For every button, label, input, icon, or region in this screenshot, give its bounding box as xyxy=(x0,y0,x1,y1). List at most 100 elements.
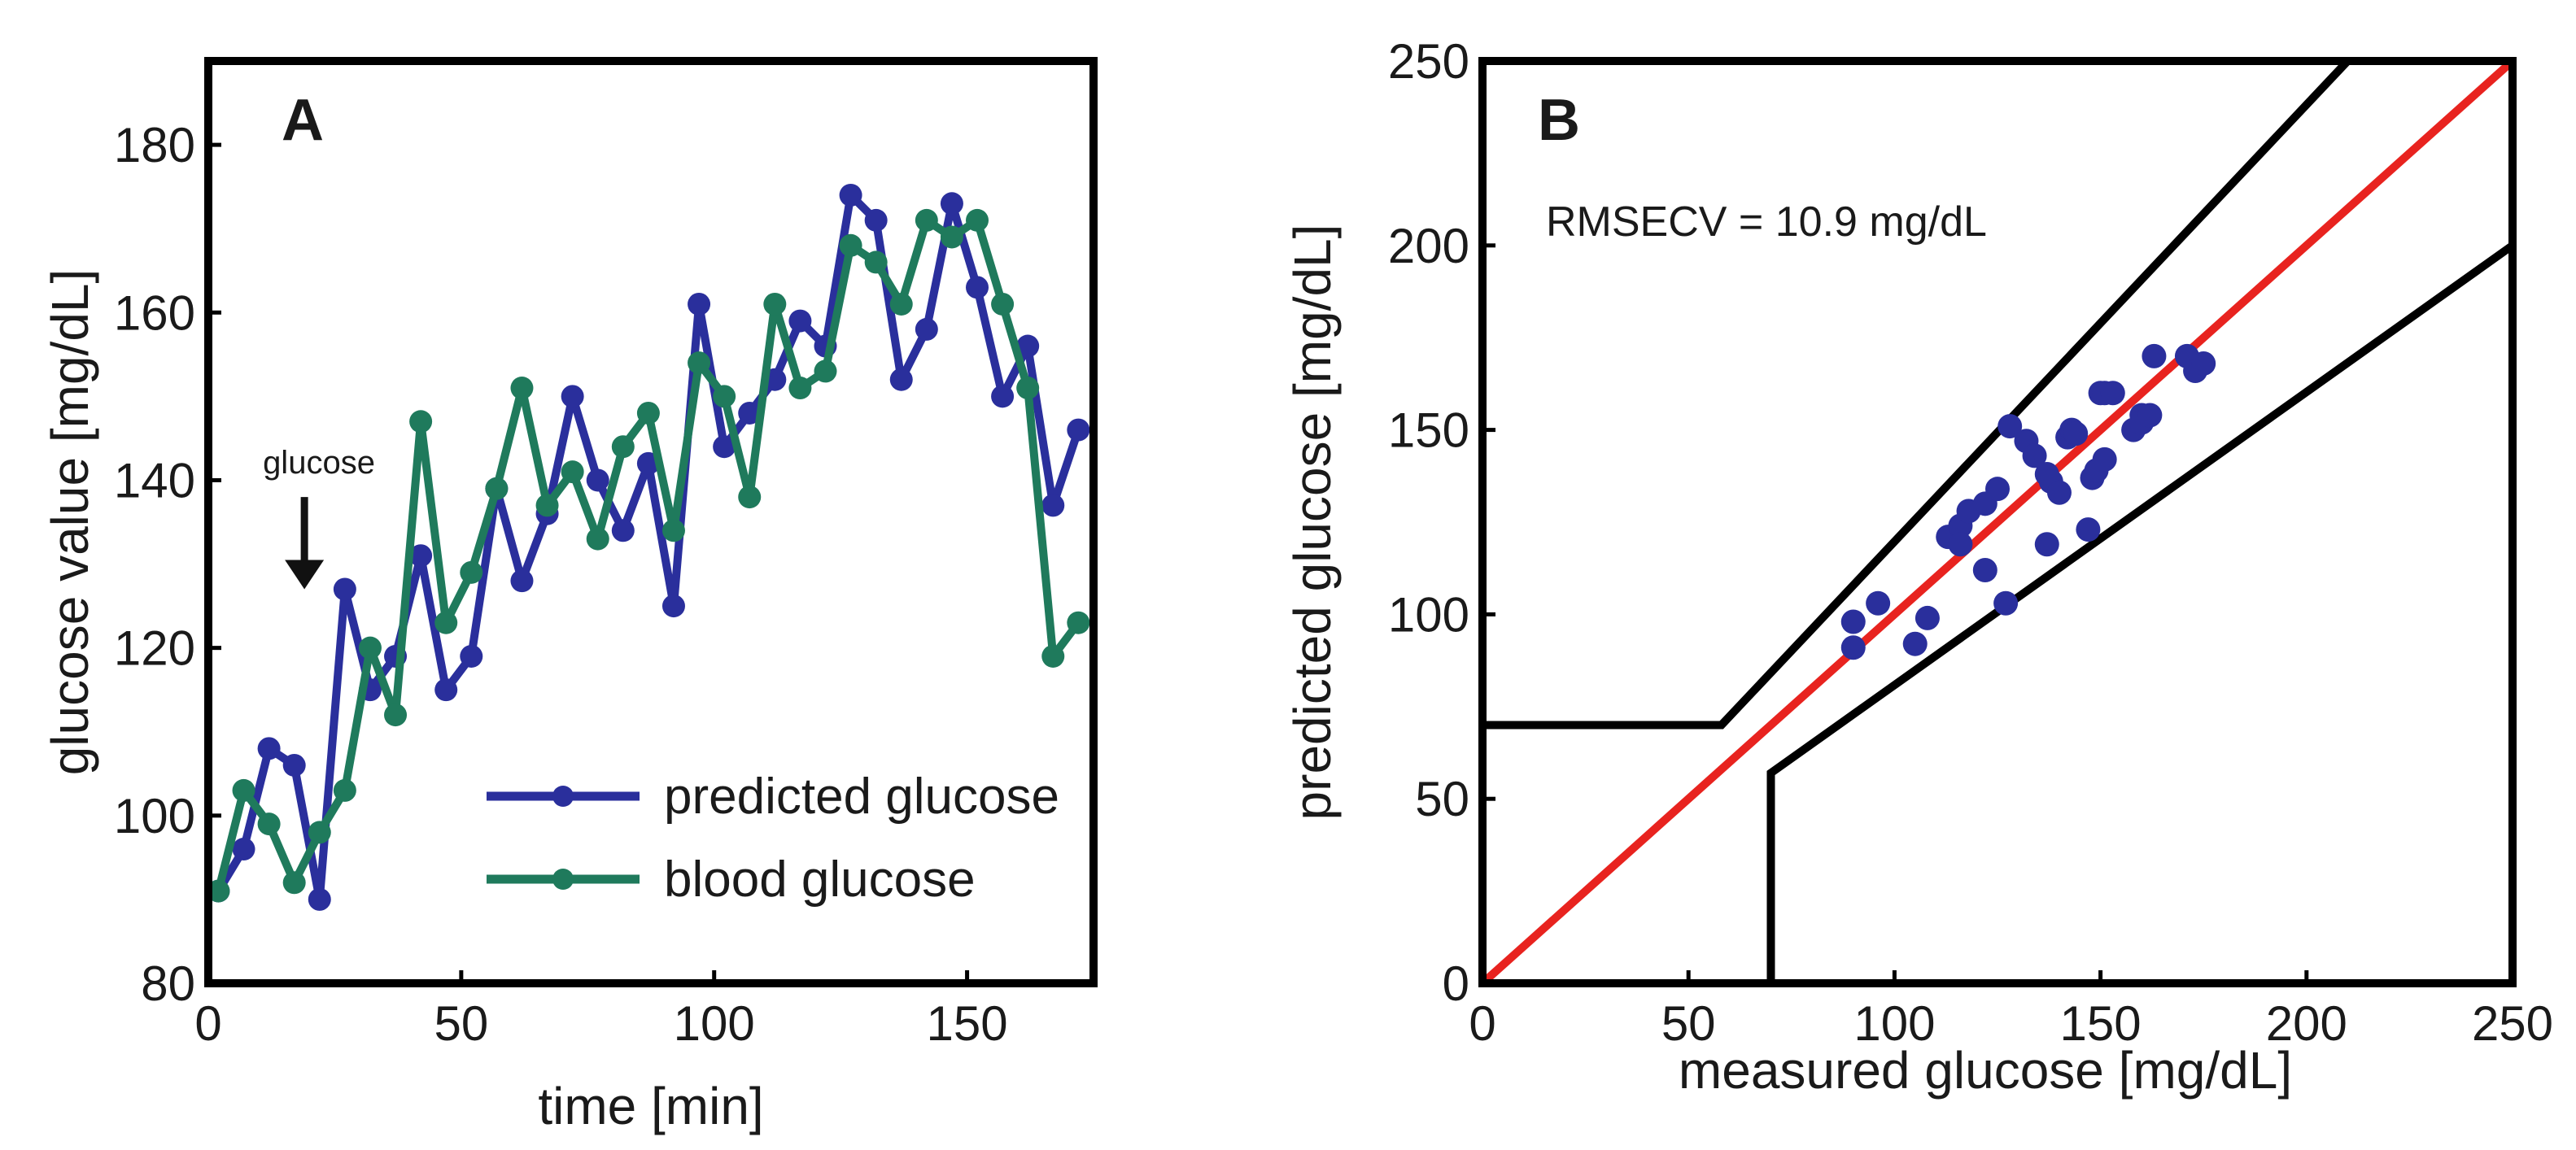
scatter-point xyxy=(1840,635,1866,660)
panel-a-data xyxy=(208,183,1090,911)
series-point-predicted-glucose xyxy=(966,276,989,299)
series-point-blood-glucose xyxy=(409,410,433,433)
series-point-predicted-glucose xyxy=(434,678,458,702)
panel-b-x-tick-label: 250 xyxy=(2472,996,2553,1051)
series-point-predicted-glucose xyxy=(282,753,306,777)
lower-boundary-line xyxy=(1766,242,2513,983)
panel-b-y-tick-label: 100 xyxy=(1388,587,1469,642)
panel-a-y-tick-label: 120 xyxy=(114,621,195,676)
legend-marker-blood xyxy=(552,869,574,890)
series-point-predicted-glucose xyxy=(991,385,1015,408)
identity-line xyxy=(1482,61,2513,983)
series-point-predicted-glucose xyxy=(688,292,711,316)
scatter-point xyxy=(2092,446,2117,472)
scatter-point xyxy=(2142,343,2167,368)
rmsecv-annotation: RMSECV = 10.9 mg/dL xyxy=(1546,198,1987,246)
series-point-blood-glucose xyxy=(208,879,230,903)
scatter-point xyxy=(1997,414,2023,439)
scatter-point xyxy=(1972,557,1997,582)
series-point-blood-glucose xyxy=(1016,377,1040,400)
series-point-predicted-glucose xyxy=(1067,418,1090,442)
scatter-point xyxy=(2100,381,2125,406)
scatter-point xyxy=(1915,605,1940,630)
series-point-blood-glucose xyxy=(915,208,938,232)
panel-a-ticks: 0 50 100 150 80 100 120 140 160 180 xyxy=(114,118,1008,1051)
series-point-blood-glucose xyxy=(485,477,509,500)
series-point-blood-glucose xyxy=(940,225,963,249)
scatter-point xyxy=(1985,477,2010,502)
series-point-blood-glucose xyxy=(1041,644,1065,668)
panel-a-y-tick-label: 140 xyxy=(114,453,195,507)
scatter-point xyxy=(2022,443,2047,468)
panel-b-x-axis-label: measured glucose [mg/dL] xyxy=(1679,1041,2292,1100)
panel-b-data xyxy=(1482,61,2513,983)
panel-b-y-tick-label: 0 xyxy=(1443,956,1469,1011)
series-point-predicted-glucose xyxy=(915,317,938,341)
series-point-blood-glucose xyxy=(333,778,356,802)
series-point-blood-glucose xyxy=(688,351,711,375)
series-point-blood-glucose xyxy=(661,519,685,542)
panel-a-y-tick-label: 180 xyxy=(114,118,195,172)
panel-b-y-tick-label: 50 xyxy=(1415,772,1469,826)
series-point-blood-glucose xyxy=(763,292,787,316)
scatter-point xyxy=(1866,590,1891,616)
series-point-predicted-glucose xyxy=(1041,494,1065,517)
series-point-blood-glucose xyxy=(814,359,837,383)
panel-b-ticks: 0 50 100 150 200 250 0 50 100 150 200 250 xyxy=(1388,34,2553,1051)
panel-a-y-axis-label: glucose value [mg/dL] xyxy=(41,269,99,776)
panel-a-x-tick-label: 100 xyxy=(674,996,755,1051)
panel-b-y-tick-label: 250 xyxy=(1388,34,1469,89)
scatter-point xyxy=(1993,590,2019,616)
series-point-predicted-glucose xyxy=(308,887,331,911)
panel-b-y-tick-label: 150 xyxy=(1388,403,1469,458)
panel-b-x-tick-label: 150 xyxy=(2060,996,2142,1051)
legend-marker-predicted xyxy=(552,786,574,807)
series-point-predicted-glucose xyxy=(510,569,534,593)
series-point-predicted-glucose xyxy=(586,468,609,492)
series-point-blood-glucose xyxy=(434,611,458,634)
glucose-annotation-label: glucose xyxy=(263,445,375,481)
series-point-predicted-glucose xyxy=(864,208,888,232)
series-point-blood-glucose xyxy=(308,821,331,844)
panel-a-x-tick-label: 50 xyxy=(434,996,488,1051)
series-point-blood-glucose xyxy=(384,704,408,727)
panel-a-x-tick-label: 150 xyxy=(927,996,1008,1051)
panel-a-x-axis-label: time [min] xyxy=(538,1077,763,1135)
scatter-point xyxy=(1948,532,1973,557)
panel-b-y-tick-label: 200 xyxy=(1388,219,1469,273)
scatter-point xyxy=(1840,609,1866,634)
series-point-blood-glucose xyxy=(257,812,281,836)
series-point-predicted-glucose xyxy=(889,368,913,391)
series-point-blood-glucose xyxy=(713,385,736,408)
upper-boundary-line xyxy=(1482,61,2351,730)
series-point-predicted-glucose xyxy=(409,544,433,568)
panel-b-x-tick-label: 100 xyxy=(1853,996,1935,1051)
legend-entry-predicted: predicted glucose xyxy=(487,769,1059,825)
series-point-predicted-glucose xyxy=(788,309,812,333)
series-point-blood-glucose xyxy=(358,636,382,660)
glucose-arrow-head xyxy=(285,560,325,590)
panel-a-legend: predicted glucose blood glucose xyxy=(487,769,1059,908)
series-point-predicted-glucose xyxy=(460,644,483,668)
series-point-blood-glucose xyxy=(788,377,812,400)
series-point-predicted-glucose xyxy=(333,577,356,601)
series-point-blood-glucose xyxy=(864,250,888,274)
panel-a-axes-frame xyxy=(204,57,1098,987)
panel-a-letter: A xyxy=(282,88,324,153)
legend-label-blood: blood glucose xyxy=(664,852,976,908)
panel-b-axes-frame xyxy=(1478,57,2517,987)
legend-entry-blood: blood glucose xyxy=(487,852,976,908)
series-point-blood-glucose xyxy=(889,292,913,316)
series-point-predicted-glucose xyxy=(257,737,281,760)
series-point-predicted-glucose xyxy=(232,838,255,861)
series-point-predicted-glucose xyxy=(738,401,762,425)
panel-b-y-axis-label: predicted glucose [mg/dL] xyxy=(1283,224,1342,821)
series-point-blood-glucose xyxy=(460,560,483,584)
series-point-blood-glucose xyxy=(1067,611,1090,634)
panel-b-letter: B xyxy=(1538,88,1580,153)
series-point-blood-glucose xyxy=(510,377,534,400)
scatter-point xyxy=(2046,480,2072,505)
series-point-predicted-glucose xyxy=(611,519,635,542)
